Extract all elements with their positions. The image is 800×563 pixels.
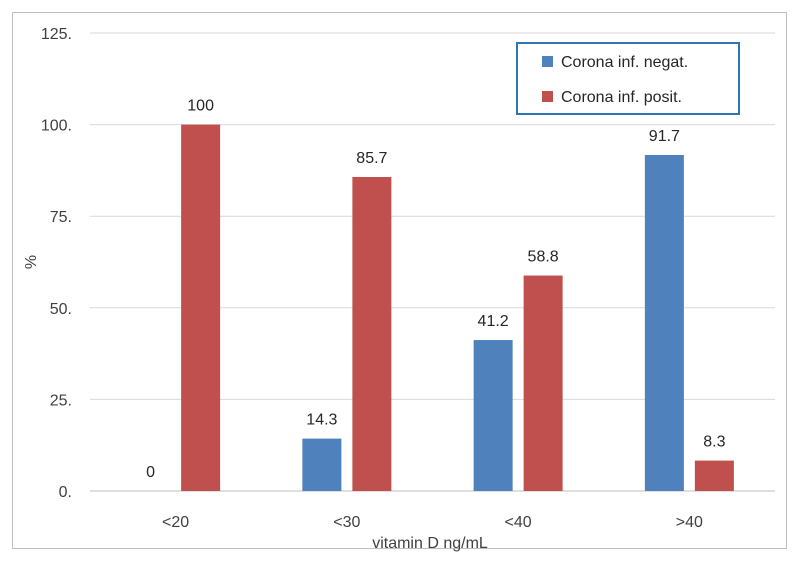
bar	[352, 176, 392, 492]
x-tick-label: <20	[162, 514, 189, 531]
data-label: 0	[146, 464, 155, 481]
legend-label: Corona inf. posit.	[561, 89, 682, 106]
bar	[473, 340, 513, 491]
y-tick-label: 75.	[50, 209, 72, 226]
y-tick-label: 100.	[41, 118, 72, 135]
x-tick-label: <40	[505, 514, 532, 531]
legend-swatch	[542, 91, 553, 102]
bars	[181, 124, 734, 492]
data-label: 91.7	[649, 128, 680, 145]
data-labels: 0 100 14.3 85.7 41.2 58.8 91.7 8.3	[146, 98, 725, 481]
x-axis-title: vitamin D ng/mL	[372, 535, 488, 552]
y-tick-label: 0.	[59, 484, 72, 501]
data-label: 100	[187, 98, 214, 115]
legend-label: Corona inf. negat.	[561, 54, 688, 71]
data-label: 8.3	[703, 434, 725, 451]
x-tick-label: <30	[333, 514, 360, 531]
x-axis-ticks: <20 <30 <40 >40	[162, 514, 703, 531]
data-label: 41.2	[478, 313, 509, 330]
data-label: 58.8	[528, 249, 559, 266]
legend-box	[516, 42, 740, 115]
x-tick-label: >40	[676, 514, 703, 531]
y-tick-label: 25.	[50, 392, 72, 409]
bar	[302, 438, 342, 491]
y-axis-ticks: 0. 25. 50. 75. 100. 125.	[41, 26, 72, 501]
legend-swatch	[542, 56, 553, 67]
y-axis-title: %	[23, 255, 40, 269]
bar	[523, 275, 563, 491]
bar	[181, 124, 221, 491]
legend: Corona inf. negat. Corona inf. posit.	[516, 42, 740, 115]
y-tick-label: 50.	[50, 301, 72, 318]
bar	[644, 155, 684, 491]
bar	[694, 460, 734, 491]
data-label: 14.3	[306, 412, 337, 429]
data-label: 85.7	[356, 150, 387, 167]
y-tick-label: 125.	[41, 26, 72, 43]
